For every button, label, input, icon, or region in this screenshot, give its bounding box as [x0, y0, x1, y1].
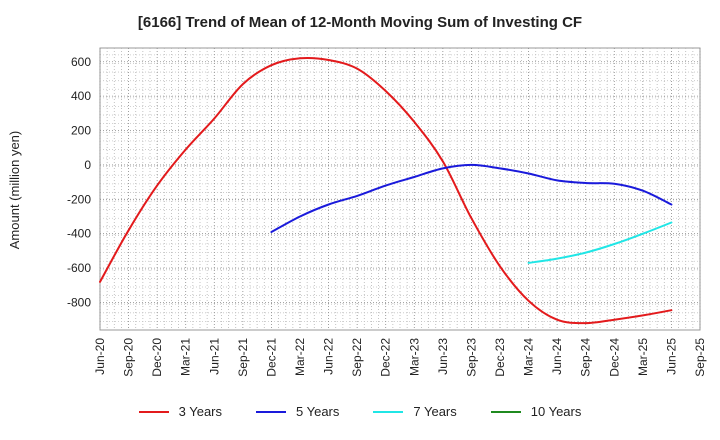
y-tick-label: 600	[71, 55, 91, 69]
x-tick-label: Mar-25	[636, 338, 650, 376]
x-tick-label: Jun-23	[436, 338, 450, 375]
legend-label: 5 Years	[296, 404, 340, 419]
legend-item-5-years: 5 Years	[250, 404, 345, 419]
y-tick-label: 400	[71, 89, 91, 103]
x-tick-label: Dec-23	[493, 338, 507, 377]
x-tick-label: Sep-20	[122, 338, 136, 377]
y-tick-label: 0	[84, 158, 91, 172]
x-tick-label: Mar-22	[293, 338, 307, 376]
x-tick-label: Mar-23	[407, 338, 421, 376]
series-line-5-years	[270, 163, 673, 233]
y-axis-label: Amount (million yen)	[7, 131, 22, 250]
series-line-7-years	[527, 221, 673, 264]
y-tick-label: -600	[67, 261, 91, 275]
x-tick-label: Jun-21	[207, 338, 221, 375]
y-tick-label: -200	[67, 192, 91, 206]
x-tick-label: Dec-20	[150, 338, 164, 377]
legend-item-10-years: 10 Years	[485, 404, 588, 419]
legend: 3 Years 5 Years 7 Years 10 Years	[0, 404, 720, 419]
legend-swatch	[138, 410, 169, 413]
legend-swatch	[490, 410, 521, 413]
legend-swatch	[373, 410, 404, 413]
legend-swatch	[256, 410, 286, 413]
x-tick-label: Sep-24	[579, 338, 593, 377]
x-tick-label: Sep-22	[350, 338, 364, 377]
x-tick-label: Mar-24	[522, 338, 536, 376]
x-tick-label: Mar-21	[179, 338, 193, 376]
legend-item-3-years: 3 Years	[133, 404, 228, 419]
legend-label: 3 Years	[178, 404, 222, 419]
x-tick-label: Sep-25	[693, 338, 707, 377]
series-line-3-years	[99, 56, 673, 325]
x-tick-label: Jun-20	[93, 338, 107, 375]
y-tick-label: -400	[67, 227, 91, 241]
legend-item-7-years: 7 Years	[367, 404, 462, 419]
legend-label: 7 Years	[413, 404, 457, 419]
x-tick-label: Jun-25	[664, 338, 678, 375]
y-tick-label: 200	[71, 124, 91, 138]
chart-title: [6166] Trend of Mean of 12-Month Moving …	[137, 14, 583, 31]
x-tick-label: Dec-21	[264, 338, 278, 377]
x-tick-label: Sep-21	[236, 338, 250, 377]
x-tick-label: Dec-24	[607, 338, 621, 377]
x-tick-label: Dec-22	[379, 338, 393, 377]
x-tick-label: Sep-23	[464, 338, 478, 377]
y-tick-label: -800	[67, 295, 91, 309]
legend-label: 10 Years	[530, 404, 582, 419]
x-tick-label: Jun-24	[550, 338, 564, 375]
x-tick-label: Jun-22	[322, 338, 336, 375]
